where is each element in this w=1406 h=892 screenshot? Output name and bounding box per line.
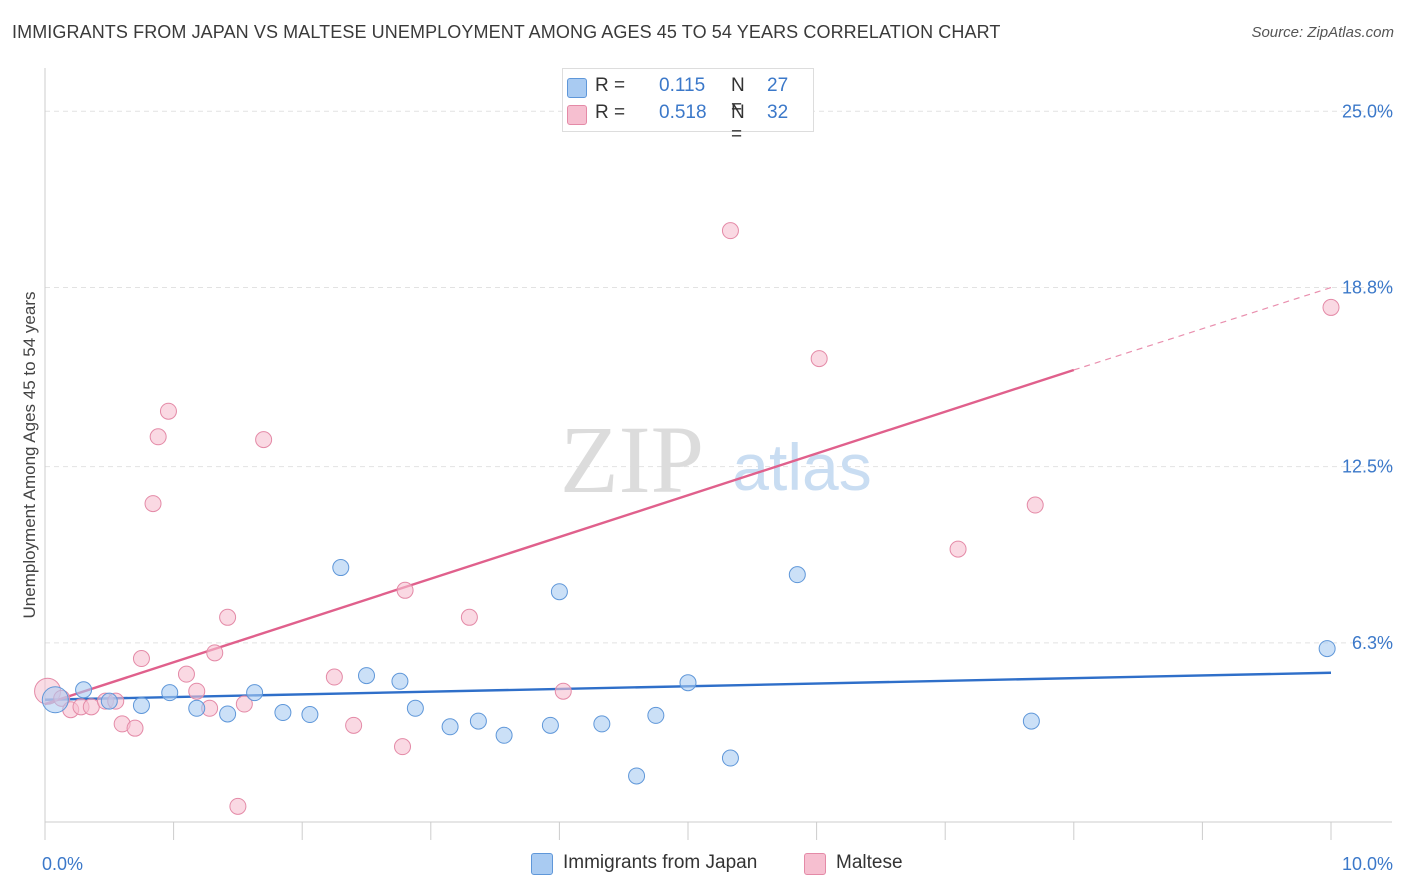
japan-point-15[interactable]: [469, 712, 487, 730]
japan-n-value: 27: [767, 75, 789, 96]
maltese-point-12[interactable]: [159, 402, 177, 420]
japan-point-18[interactable]: [550, 583, 568, 601]
grid-lines: [45, 110, 1392, 644]
japan-point-19[interactable]: [593, 715, 611, 733]
japan-point-10[interactable]: [332, 559, 350, 577]
maltese-point-22[interactable]: [345, 716, 363, 734]
tick-labels: 6.3% 12.5% 18.8% 25.0% 0.0% 10.0%: [42, 101, 1393, 874]
maltese-point-29[interactable]: [949, 540, 967, 558]
maltese-point-23[interactable]: [394, 738, 412, 756]
japan-point-2[interactable]: [100, 692, 118, 710]
trend-extension-maltese: [1073, 286, 1332, 371]
japan-point-14[interactable]: [441, 718, 459, 736]
maltese-swatch: [567, 105, 587, 125]
maltese-point-4[interactable]: [82, 698, 100, 716]
japan-point-12[interactable]: [391, 672, 409, 690]
axes: [44, 68, 1392, 840]
japan-point-1[interactable]: [75, 681, 93, 699]
legend-maltese-label: Maltese: [836, 852, 903, 873]
watermark-zip: ZIP: [560, 406, 704, 513]
maltese-point-11[interactable]: [149, 428, 167, 446]
y-tick-label-1: 12.5%: [1342, 457, 1393, 477]
maltese-point-17[interactable]: [219, 608, 237, 626]
series-legend: Immigrants from Japan Maltese: [0, 850, 1406, 880]
maltese-n-label: N =: [731, 102, 745, 145]
japan-point-26[interactable]: [1318, 640, 1336, 658]
japan-swatch: [567, 78, 587, 98]
japan-point-3[interactable]: [132, 696, 150, 714]
legend-japan-swatch: [531, 853, 553, 875]
source-label: Source: ZipAtlas.com: [1251, 24, 1394, 41]
maltese-r-value: 0.518: [659, 102, 707, 123]
maltese-point-24[interactable]: [396, 581, 414, 599]
japan-point-17[interactable]: [541, 716, 559, 734]
japan-point-0[interactable]: [41, 686, 69, 714]
japan-point-9[interactable]: [301, 706, 319, 724]
maltese-n-value: 32: [767, 102, 789, 123]
japan-point-8[interactable]: [274, 704, 292, 722]
maltese-point-27[interactable]: [721, 222, 739, 240]
legend-maltese-swatch: [804, 853, 826, 875]
japan-point-13[interactable]: [406, 699, 424, 717]
maltese-point-19[interactable]: [235, 695, 253, 713]
maltese-point-18[interactable]: [229, 797, 247, 815]
x-tick-label-0: 0.0%: [42, 854, 83, 874]
japan-point-6[interactable]: [219, 705, 237, 723]
japan-point-25[interactable]: [1022, 712, 1040, 730]
maltese-point-8[interactable]: [126, 719, 144, 737]
maltese-point-31[interactable]: [1322, 298, 1340, 316]
y-tick-label-3: 25.0%: [1342, 101, 1393, 121]
watermark: ZIP atlas: [560, 406, 872, 513]
japan-r-label: R =: [595, 75, 626, 96]
maltese-point-13[interactable]: [177, 665, 195, 683]
x-tick-label-1: 10.0%: [1342, 854, 1393, 874]
watermark-atlas: atlas: [732, 430, 871, 504]
data-points: [34, 222, 1340, 815]
maltese-point-14[interactable]: [188, 682, 206, 700]
y-tick-label-0: 6.3%: [1352, 633, 1393, 653]
japan-point-21[interactable]: [647, 706, 665, 724]
maltese-point-9[interactable]: [132, 650, 150, 668]
maltese-r-label: R =: [595, 102, 626, 123]
maltese-point-28[interactable]: [810, 350, 828, 368]
maltese-point-25[interactable]: [460, 608, 478, 626]
y-tick-label-2: 18.8%: [1342, 278, 1393, 298]
japan-point-23[interactable]: [721, 749, 739, 767]
japan-point-5[interactable]: [188, 699, 206, 717]
japan-point-4[interactable]: [161, 684, 179, 702]
maltese-point-30[interactable]: [1026, 496, 1044, 514]
japan-point-24[interactable]: [788, 566, 806, 584]
japan-point-20[interactable]: [628, 767, 646, 785]
japan-n-label: N =: [731, 75, 745, 118]
maltese-point-20[interactable]: [255, 431, 273, 449]
maltese-point-21[interactable]: [325, 668, 343, 686]
japan-r-value: 0.115: [659, 75, 706, 96]
japan-point-7[interactable]: [246, 684, 264, 702]
stats-legend: R = 0.115 N = 27 R = 0.518 N = 32: [562, 68, 814, 145]
chart-title: IMMIGRANTS FROM JAPAN VS MALTESE UNEMPLO…: [12, 22, 1001, 42]
japan-point-16[interactable]: [495, 726, 513, 744]
maltese-point-26[interactable]: [554, 682, 572, 700]
japan-point-11[interactable]: [358, 667, 375, 685]
maltese-point-10[interactable]: [144, 495, 162, 513]
legend-japan-label: Immigrants from Japan: [563, 852, 758, 873]
japan-point-22[interactable]: [679, 674, 697, 692]
trend-lines: [44, 286, 1332, 706]
maltese-point-16[interactable]: [206, 644, 224, 662]
